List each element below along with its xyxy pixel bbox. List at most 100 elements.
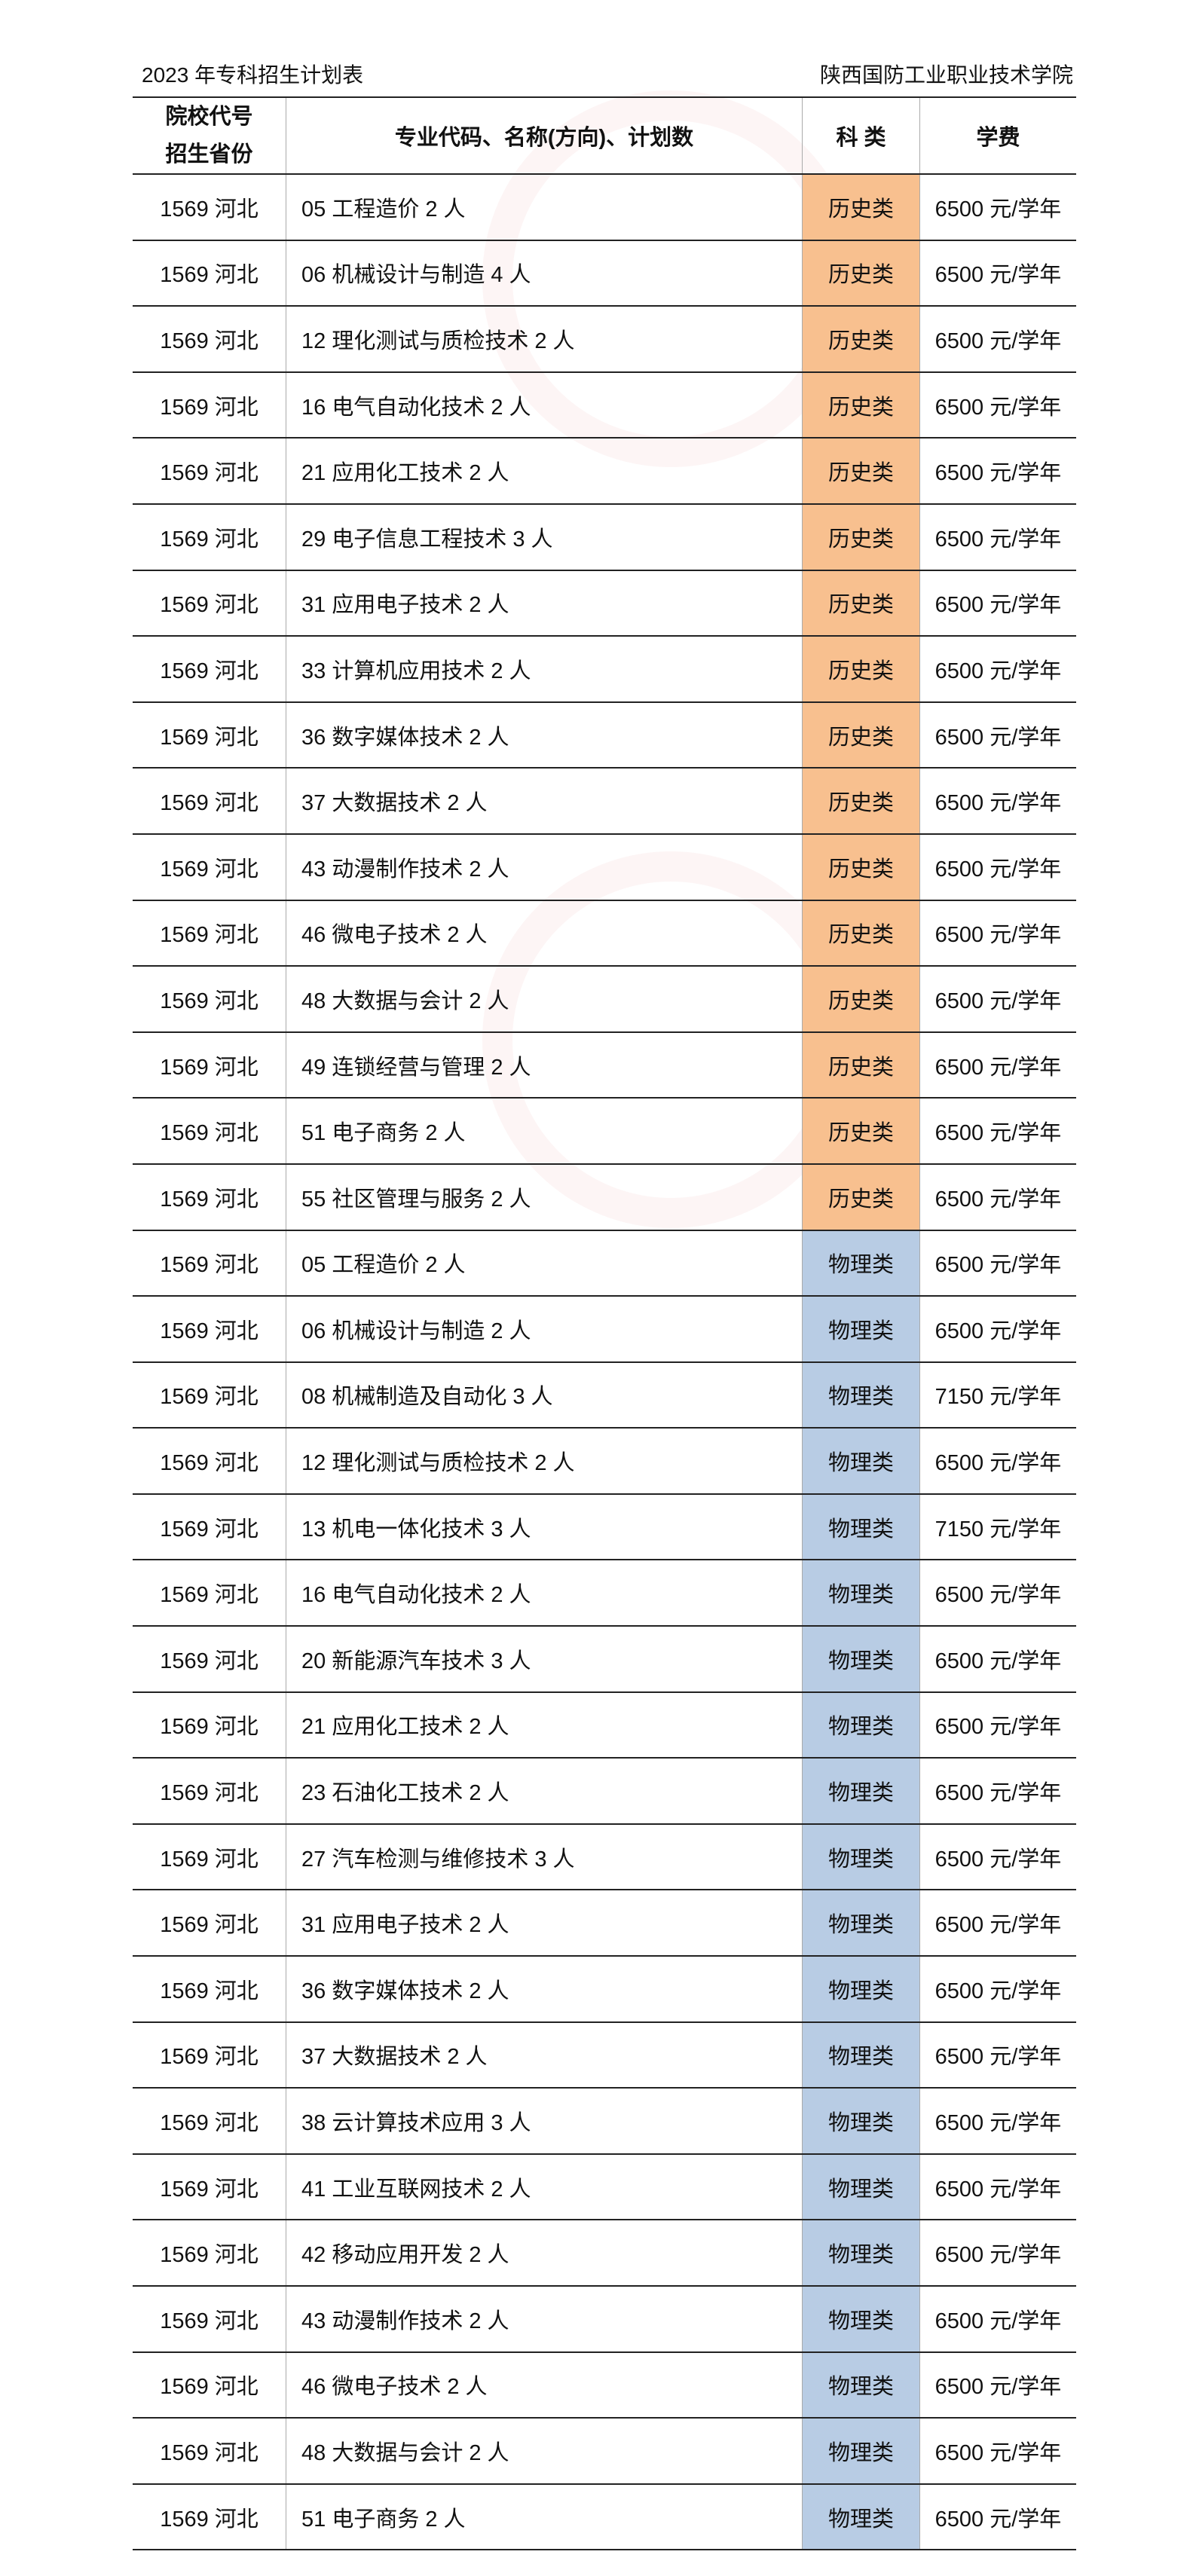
category-cell: 历史类 (802, 569, 920, 637)
school-province-cell: 1569 河北 (133, 2417, 286, 2485)
tuition-cell: 6500 元/学年 (919, 965, 1076, 1033)
major-cell: 46 微电子技术 2 人 (286, 2351, 803, 2419)
table-row: 1569 河北 06 机械设计与制造 2 人物理类 6500 元/学年 (133, 1295, 1076, 1363)
school-province-cell: 1569 河北 (133, 503, 286, 571)
category-cell: 物理类 (802, 1691, 920, 1759)
table-row: 1569 河北 51 电子商务 2 人物理类 6500 元/学年 (133, 2483, 1076, 2551)
school-province-cell: 1569 河北 (133, 2483, 286, 2551)
tuition-cell: 6500 元/学年 (919, 1097, 1076, 1165)
category-cell: 历史类 (802, 767, 920, 835)
major-cell: 16 电气自动化技术 2 人 (286, 1559, 803, 1627)
table-row: 1569 河北 36 数字媒体技术 2 人物理类 6500 元/学年 (133, 1955, 1076, 2023)
tuition-cell: 7150 元/学年 (919, 1361, 1076, 1429)
table-row: 1569 河北 05 工程造价 2 人历史类 6500 元/学年 (133, 173, 1076, 241)
category-cell: 物理类 (802, 2087, 920, 2155)
major-cell: 49 连锁经营与管理 2 人 (286, 1031, 803, 1099)
category-cell: 物理类 (802, 2021, 920, 2089)
category-cell: 历史类 (802, 1031, 920, 1099)
table-header: 院校代号 招生省份 专业代码、名称(方向)、计划数 科 类 学费 (133, 96, 1076, 175)
major-cell: 51 电子商务 2 人 (286, 1097, 803, 1165)
school-province-cell: 1569 河北 (133, 1097, 286, 1165)
table-row: 1569 河北 38 云计算技术应用 3 人物理类 6500 元/学年 (133, 2087, 1076, 2155)
major-cell: 48 大数据与会计 2 人 (286, 2417, 803, 2485)
major-cell: 08 机械制造及自动化 3 人 (286, 1361, 803, 1429)
major-cell: 05 工程造价 2 人 (286, 173, 803, 241)
school-province-cell: 1569 河北 (133, 569, 286, 637)
category-cell: 物理类 (802, 1823, 920, 1891)
tuition-cell: 6500 元/学年 (919, 1163, 1076, 1231)
school-province-cell: 1569 河北 (133, 1295, 286, 1363)
category-cell: 物理类 (802, 2417, 920, 2485)
table-row: 1569 河北 43 动漫制作技术 2 人历史类 6500 元/学年 (133, 833, 1076, 901)
table-row: 1569 河北 29 电子信息工程技术 3 人历史类 6500 元/学年 (133, 503, 1076, 571)
category-cell: 历史类 (802, 701, 920, 769)
table-row: 1569 河北 51 电子商务 2 人历史类 6500 元/学年 (133, 1097, 1076, 1165)
tuition-cell: 6500 元/学年 (919, 2021, 1076, 2089)
tuition-cell: 6500 元/学年 (919, 239, 1076, 307)
table-row: 1569 河北 06 机械设计与制造 4 人历史类 6500 元/学年 (133, 239, 1076, 307)
category-cell: 历史类 (802, 1163, 920, 1231)
category-cell: 物理类 (802, 1955, 920, 2023)
table-row: 1569 河北 16 电气自动化技术 2 人历史类 6500 元/学年 (133, 371, 1076, 439)
category-cell: 历史类 (802, 635, 920, 703)
school-province-cell: 1569 河北 (133, 239, 286, 307)
table-row: 1569 河北 46 微电子技术 2 人物理类 6500 元/学年 (133, 2351, 1076, 2419)
major-cell: 06 机械设计与制造 4 人 (286, 239, 803, 307)
major-cell: 29 电子信息工程技术 3 人 (286, 503, 803, 571)
tuition-cell: 6500 元/学年 (919, 2153, 1076, 2221)
major-cell: 43 动漫制作技术 2 人 (286, 833, 803, 901)
major-cell: 20 新能源汽车技术 3 人 (286, 1625, 803, 1693)
tuition-cell: 6500 元/学年 (919, 1823, 1076, 1891)
tuition-cell: 6500 元/学年 (919, 2087, 1076, 2155)
table-row: 1569 河北 37 大数据技术 2 人历史类 6500 元/学年 (133, 767, 1076, 835)
school-province-cell: 1569 河北 (133, 173, 286, 241)
header-line: 院校代号 (165, 105, 253, 129)
major-cell: 31 应用电子技术 2 人 (286, 569, 803, 637)
tuition-cell: 6500 元/学年 (919, 569, 1076, 637)
category-cell: 历史类 (802, 833, 920, 901)
major-cell: 42 移动应用开发 2 人 (286, 2219, 803, 2287)
category-cell: 物理类 (802, 1559, 920, 1627)
category-cell: 历史类 (802, 239, 920, 307)
table-row: 1569 河北 31 应用电子技术 2 人物理类 6500 元/学年 (133, 1889, 1076, 1957)
tuition-cell: 6500 元/学年 (919, 635, 1076, 703)
tuition-cell: 6500 元/学年 (919, 503, 1076, 571)
major-cell: 46 微电子技术 2 人 (286, 899, 803, 967)
tuition-cell: 6500 元/学年 (919, 2417, 1076, 2485)
category-cell: 历史类 (802, 965, 920, 1033)
table-row: 1569 河北 27 汽车检测与维修技术 3 人物理类 6500 元/学年 (133, 1823, 1076, 1891)
tuition-cell: 6500 元/学年 (919, 899, 1076, 967)
tuition-cell: 6500 元/学年 (919, 1427, 1076, 1495)
category-cell: 物理类 (802, 2153, 920, 2221)
table-row: 1569 河北 20 新能源汽车技术 3 人物理类 6500 元/学年 (133, 1625, 1076, 1693)
school-province-cell: 1569 河北 (133, 1031, 286, 1099)
header-major: 专业代码、名称(方向)、计划数 (286, 96, 803, 175)
tuition-cell: 6500 元/学年 (919, 173, 1076, 241)
category-cell: 历史类 (802, 899, 920, 967)
category-cell: 物理类 (802, 1493, 920, 1561)
school-province-cell: 1569 河北 (133, 1757, 286, 1825)
header-line: 招生省份 (165, 142, 253, 167)
category-cell: 物理类 (802, 1361, 920, 1429)
major-cell: 06 机械设计与制造 2 人 (286, 1295, 803, 1363)
school-province-cell: 1569 河北 (133, 1823, 286, 1891)
major-cell: 33 计算机应用技术 2 人 (286, 635, 803, 703)
table-row: 1569 河北 43 动漫制作技术 2 人物理类 6500 元/学年 (133, 2285, 1076, 2353)
table-row: 1569 河北 33 计算机应用技术 2 人历史类 6500 元/学年 (133, 635, 1076, 703)
school-province-cell: 1569 河北 (133, 701, 286, 769)
school-province-cell: 1569 河北 (133, 305, 286, 373)
major-cell: 48 大数据与会计 2 人 (286, 965, 803, 1033)
tuition-cell: 7150 元/学年 (919, 1493, 1076, 1561)
table-row: 1569 河北 48 大数据与会计 2 人历史类 6500 元/学年 (133, 965, 1076, 1033)
tuition-cell: 6500 元/学年 (919, 305, 1076, 373)
table-row: 1569 河北 21 应用化工技术 2 人物理类 6500 元/学年 (133, 1691, 1076, 1759)
header-category: 科 类 (802, 96, 920, 175)
header-school-code-province: 院校代号 招生省份 (133, 96, 286, 175)
table-row: 1569 河北 21 应用化工技术 2 人历史类 6500 元/学年 (133, 437, 1076, 505)
major-cell: 27 汽车检测与维修技术 3 人 (286, 1823, 803, 1891)
table-row: 1569 河北 23 石油化工技术 2 人物理类 6500 元/学年 (133, 1757, 1076, 1825)
tuition-cell: 6500 元/学年 (919, 1559, 1076, 1627)
school-province-cell: 1569 河北 (133, 767, 286, 835)
major-cell: 23 石油化工技术 2 人 (286, 1757, 803, 1825)
school-province-cell: 1569 河北 (133, 371, 286, 439)
